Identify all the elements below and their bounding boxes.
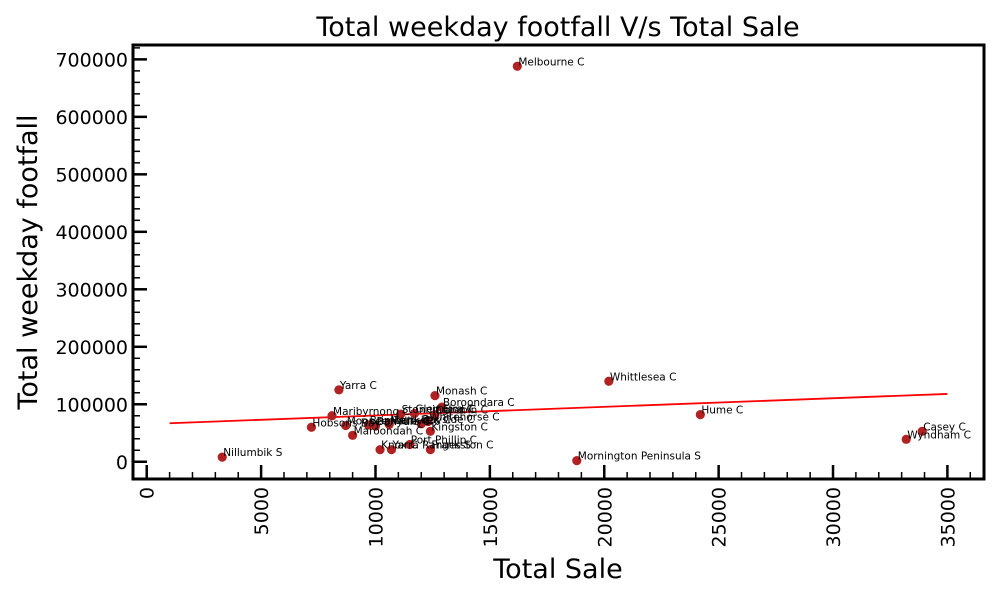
x-tick-label: 25000 (709, 487, 731, 547)
point-label: Melbourne C (518, 56, 584, 68)
y-tick-label: 400000 (55, 222, 128, 244)
point-label: Knox C (381, 440, 418, 452)
trendline-layer (169, 393, 948, 425)
point-label: Kingston C (431, 421, 487, 433)
data-point (604, 376, 614, 386)
point-label: Merri-bek C (390, 414, 451, 426)
point-label: Whitehorse C (429, 412, 500, 424)
point-labels-layer: Melbourne C Whittlesea C Yarra C Monash CBo… (223, 56, 971, 462)
y-tick-label: 600000 (55, 107, 128, 129)
data-point (384, 419, 394, 429)
data-point (405, 439, 415, 450)
point-label: Mornington Peninsula S (578, 451, 701, 463)
data-point (416, 419, 426, 429)
x-axis-label: Total Sale (492, 554, 622, 585)
y-tick-label: 300000 (55, 279, 128, 301)
data-point (901, 434, 911, 444)
data-point (572, 456, 582, 466)
x-tick-label: 35000 (937, 487, 959, 547)
x-tick-label: 5000 (251, 487, 273, 535)
point-label: Wyndham C (907, 429, 971, 441)
point-label: Yarra Ranges S (392, 440, 472, 452)
point-label: Darebin C (436, 405, 488, 417)
points-layer (217, 61, 927, 466)
data-point (348, 430, 358, 440)
x-tick-label: 0 (137, 487, 159, 499)
point-label: Hume C (701, 405, 743, 417)
data-point (306, 422, 317, 432)
data-point (334, 385, 344, 395)
data-point (386, 445, 397, 455)
y-tick-label: 100000 (55, 394, 128, 416)
plot-frame (131, 43, 986, 481)
point-label: Casey C (923, 421, 966, 433)
data-point (409, 408, 419, 419)
point-label: Maribyrnong C (333, 406, 410, 418)
point-label: Whittlesea C (610, 371, 677, 383)
data-point (425, 445, 435, 455)
data-point (217, 452, 227, 462)
chart-title: Total weekday footfall V/s Total Sale (315, 12, 799, 43)
y-tick-label: 700000 (55, 49, 128, 71)
point-label: Port Phillip C (411, 435, 477, 447)
y-axis-label: Total weekday footfall (13, 114, 44, 410)
data-point (364, 420, 374, 430)
y-tick-label: 500000 (55, 164, 128, 186)
data-point (512, 61, 522, 71)
y-tick-label: 200000 (55, 337, 128, 359)
axis-ticks: 0 5000 10000 15000 20000 25000 30000 35000 0 1000… (55, 47, 972, 547)
x-tick-label: 15000 (480, 487, 502, 547)
data-point (396, 409, 406, 419)
point-label: Frankston C (431, 440, 493, 452)
y-tick-label: 0 (116, 452, 128, 474)
data-point (370, 421, 381, 431)
point-label: Maroondah C (354, 425, 424, 437)
data-point (430, 391, 440, 401)
trendline (169, 393, 948, 425)
data-point (341, 420, 351, 431)
point-label: Hobsons Bay C (312, 417, 391, 429)
data-point (695, 410, 705, 420)
point-label: Brimbank C (370, 415, 431, 427)
point-label: Nillumbik S (223, 447, 282, 459)
data-point (430, 410, 440, 420)
x-tick-label: 30000 (823, 487, 845, 547)
point-label: Bayside C (422, 414, 474, 426)
data-point (327, 411, 337, 421)
point-label: Banyule C (376, 416, 429, 428)
point-label: Monash C (436, 386, 487, 398)
data-point (375, 445, 385, 455)
data-point (437, 402, 447, 412)
data-point (425, 426, 435, 436)
x-tick-label: 10000 (365, 487, 387, 547)
data-point (917, 426, 927, 436)
x-tick-label: 20000 (594, 487, 616, 547)
point-label: Moonee Valley C (347, 416, 434, 428)
point-label: Yarra C (339, 380, 377, 392)
point-label: Boroondara C (443, 397, 515, 409)
point-label: Stonnington C (402, 404, 477, 416)
point-label: Glen Eira C (415, 403, 473, 415)
